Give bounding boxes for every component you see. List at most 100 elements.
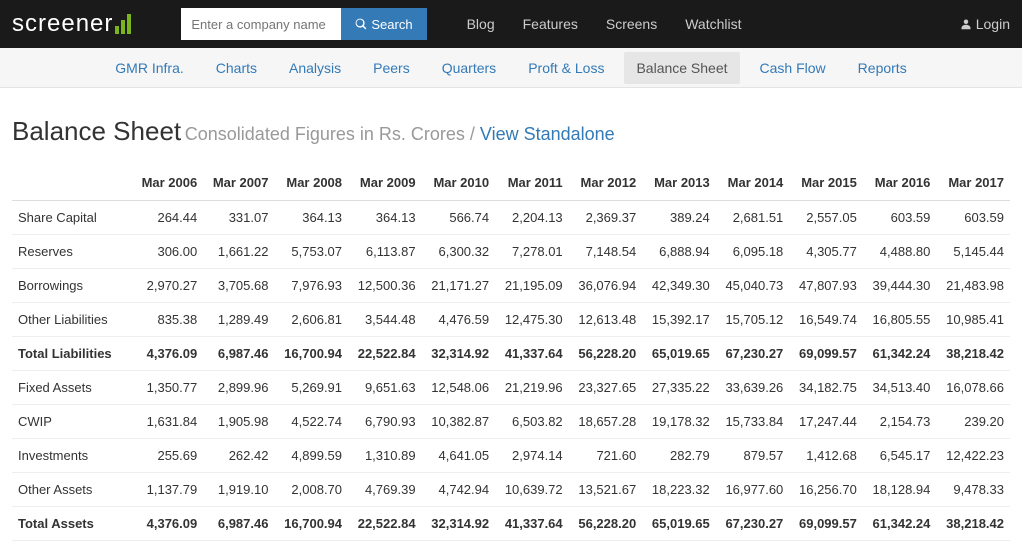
- row-value: 2,606.81: [274, 303, 348, 337]
- page-header: Balance Sheet Consolidated Figures in Rs…: [12, 116, 1010, 147]
- subnav-tab-peers[interactable]: Peers: [361, 52, 422, 84]
- site-logo[interactable]: screener: [12, 10, 131, 38]
- row-value: 2,557.05: [789, 201, 863, 235]
- table-header-row: Mar 2006Mar 2007Mar 2008Mar 2009Mar 2010…: [12, 165, 1010, 201]
- user-icon: [960, 18, 972, 30]
- row-value: 4,376.09: [132, 507, 203, 541]
- table-row: Fixed Assets1,350.772,899.965,269.919,65…: [12, 371, 1010, 405]
- topnav-link-blog[interactable]: Blog: [467, 16, 495, 32]
- table-row: Total Assets4,376.096,987.4616,700.9422,…: [12, 507, 1010, 541]
- table-header-period: Mar 2013: [642, 165, 716, 201]
- topnav-link-screens[interactable]: Screens: [606, 16, 657, 32]
- search-icon: [355, 18, 367, 30]
- row-value: 6,987.46: [203, 337, 274, 371]
- row-value: 61,342.24: [863, 337, 937, 371]
- row-value: 38,218.42: [936, 507, 1010, 541]
- row-value: 9,478.33: [936, 473, 1010, 507]
- row-value: 1,631.84: [132, 405, 203, 439]
- subnav-tab-quarters[interactable]: Quarters: [430, 52, 508, 84]
- row-value: 42,349.30: [642, 269, 716, 303]
- row-value: 4,641.05: [422, 439, 496, 473]
- search-input[interactable]: [181, 8, 341, 40]
- row-value: 239.20: [936, 405, 1010, 439]
- row-value: 12,422.23: [936, 439, 1010, 473]
- table-row: CWIP1,631.841,905.984,522.746,790.9310,3…: [12, 405, 1010, 439]
- subnav-tab-gmr-infra-[interactable]: GMR Infra.: [103, 52, 195, 84]
- row-value: 12,548.06: [422, 371, 496, 405]
- search-button[interactable]: Search: [341, 8, 426, 40]
- row-value: 21,195.09: [495, 269, 569, 303]
- row-value: 2,204.13: [495, 201, 569, 235]
- row-value: 264.44: [132, 201, 203, 235]
- table-row: Investments255.69262.424,899.591,310.894…: [12, 439, 1010, 473]
- row-value: 21,171.27: [422, 269, 496, 303]
- table-row: Reserves306.001,661.225,753.076,113.876,…: [12, 235, 1010, 269]
- row-value: 2,008.70: [274, 473, 348, 507]
- row-value: 10,639.72: [495, 473, 569, 507]
- row-value: 5,145.44: [936, 235, 1010, 269]
- row-value: 7,278.01: [495, 235, 569, 269]
- row-value: 1,661.22: [203, 235, 274, 269]
- row-label: Fixed Assets: [12, 371, 132, 405]
- row-value: 16,700.94: [274, 507, 348, 541]
- row-label: Total Liabilities: [12, 337, 132, 371]
- row-value: 7,148.54: [569, 235, 643, 269]
- view-standalone-link[interactable]: View Standalone: [480, 124, 615, 144]
- topnav-link-features[interactable]: Features: [523, 16, 578, 32]
- table-header-period: Mar 2015: [789, 165, 863, 201]
- row-value: 16,977.60: [716, 473, 790, 507]
- row-value: 603.59: [936, 201, 1010, 235]
- subnav-tab-cash-flow[interactable]: Cash Flow: [748, 52, 838, 84]
- row-value: 6,790.93: [348, 405, 422, 439]
- row-value: 18,128.94: [863, 473, 937, 507]
- row-value: 6,095.18: [716, 235, 790, 269]
- row-value: 16,700.94: [274, 337, 348, 371]
- row-value: 2,899.96: [203, 371, 274, 405]
- row-value: 22,522.84: [348, 337, 422, 371]
- subtitle-text: Consolidated Figures in Rs. Crores /: [185, 124, 480, 144]
- row-value: 2,369.37: [569, 201, 643, 235]
- subnav-tab-analysis[interactable]: Analysis: [277, 52, 353, 84]
- row-value: 34,513.40: [863, 371, 937, 405]
- table-row: Borrowings2,970.273,705.687,976.9312,500…: [12, 269, 1010, 303]
- row-value: 4,522.74: [274, 405, 348, 439]
- row-value: 69,099.57: [789, 337, 863, 371]
- row-value: 32,314.92: [422, 507, 496, 541]
- page-content: Balance Sheet Consolidated Figures in Rs…: [0, 88, 1022, 553]
- sub-navbar: GMR Infra. ChartsAnalysisPeersQuartersPro…: [0, 48, 1022, 88]
- row-value: 69,099.57: [789, 507, 863, 541]
- row-value: 6,888.94: [642, 235, 716, 269]
- page-subtitle: Consolidated Figures in Rs. Crores / Vie…: [185, 124, 615, 144]
- row-label: CWIP: [12, 405, 132, 439]
- row-value: 4,376.09: [132, 337, 203, 371]
- row-value: 389.24: [642, 201, 716, 235]
- row-value: 38,218.42: [936, 337, 1010, 371]
- row-value: 6,113.87: [348, 235, 422, 269]
- row-value: 5,753.07: [274, 235, 348, 269]
- logo-text: screener: [12, 10, 113, 38]
- row-value: 1,289.49: [203, 303, 274, 337]
- row-value: 1,137.79: [132, 473, 203, 507]
- top-navbar: screener Search Blog Features Screens Watch…: [0, 0, 1022, 48]
- row-value: 16,805.55: [863, 303, 937, 337]
- row-value: 2,681.51: [716, 201, 790, 235]
- row-value: 6,545.17: [863, 439, 937, 473]
- subnav-tab-proft-loss[interactable]: Proft & Loss: [516, 52, 616, 84]
- row-value: 6,987.46: [203, 507, 274, 541]
- table-row: Total Liabilities4,376.096,987.4616,700.…: [12, 337, 1010, 371]
- row-value: 18,657.28: [569, 405, 643, 439]
- row-value: 7,976.93: [274, 269, 348, 303]
- row-value: 603.59: [863, 201, 937, 235]
- logo-bars-icon: [115, 14, 131, 34]
- row-label: Reserves: [12, 235, 132, 269]
- subnav-tab-charts[interactable]: Charts: [204, 52, 269, 84]
- subnav-tab-balance-sheet[interactable]: Balance Sheet: [624, 52, 739, 84]
- balance-sheet-table: Mar 2006Mar 2007Mar 2008Mar 2009Mar 2010…: [12, 165, 1010, 541]
- topnav-link-watchlist[interactable]: Watchlist: [685, 16, 741, 32]
- subnav-tab-reports[interactable]: Reports: [846, 52, 919, 84]
- row-value: 34,182.75: [789, 371, 863, 405]
- row-value: 67,230.27: [716, 337, 790, 371]
- login-link[interactable]: Login: [960, 16, 1010, 32]
- table-header-label: [12, 165, 132, 201]
- row-value: 364.13: [348, 201, 422, 235]
